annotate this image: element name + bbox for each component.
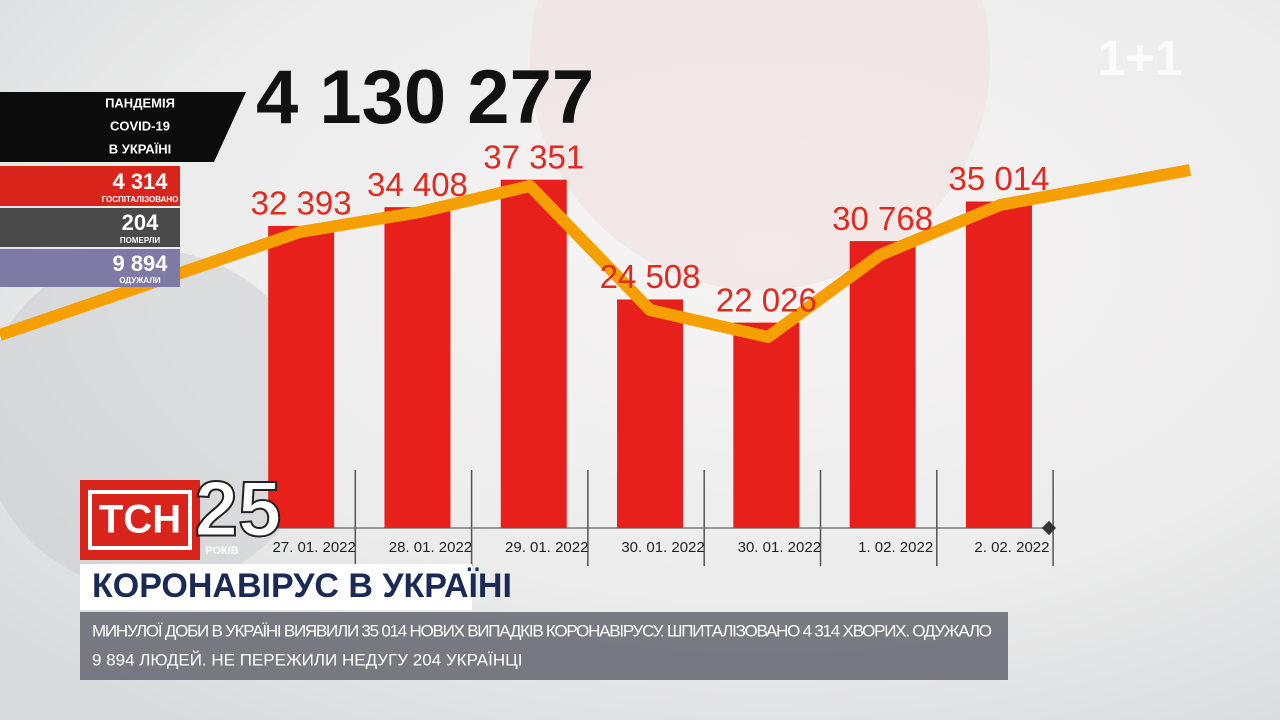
bars <box>250 179 1054 566</box>
value-label: 37 351 <box>483 138 584 175</box>
bar <box>617 299 684 528</box>
virus-shape <box>530 0 990 290</box>
bar <box>384 207 451 529</box>
x-tick-label: 30. 01. 2022 <box>621 539 704 556</box>
panel-title: В УКРАЇНІ <box>109 141 172 156</box>
value-label: 34 408 <box>367 166 468 203</box>
bar <box>965 201 1032 528</box>
axis-end-marker <box>1041 520 1057 536</box>
x-tick-label: 27. 01. 2022 <box>272 539 355 556</box>
recovered-box <box>0 249 180 287</box>
x-tick-label: 2. 02. 2022 <box>974 539 1049 556</box>
show-logo-anniversary: 25 <box>195 465 282 553</box>
x-tick-label: 28. 01. 2022 <box>389 539 472 556</box>
show-logo-frame <box>88 490 192 550</box>
recovered-label: ОДУЖАЛИ <box>119 276 161 285</box>
panel-title: COVID-19 <box>110 118 170 133</box>
trend-line <box>0 164 1192 343</box>
virus-shape <box>0 250 320 590</box>
value-label: 24 508 <box>600 258 701 295</box>
value-label: 35 014 <box>948 160 1049 197</box>
bar <box>268 225 335 528</box>
x-tick-label: 1. 02. 2022 <box>858 539 933 556</box>
deaths-box <box>0 208 180 247</box>
recovered-value: 9 894 <box>112 251 168 276</box>
value-label: 32 393 <box>251 185 352 222</box>
panel-title: ПАНДЕМІЯ <box>105 95 175 110</box>
headline: КОРОНАВІРУС В УКРАЇНІ <box>92 567 512 605</box>
ticker-line: МИНУЛОЇ ДОБИ В УКРАЇНІ ВИЯВИЛИ 35 014 НО… <box>92 621 992 640</box>
bar <box>849 241 916 529</box>
value-label: 22 026 <box>716 281 817 318</box>
x-tick-label: 30. 01. 2022 <box>738 539 821 556</box>
value-label: 30 768 <box>832 200 933 237</box>
x-tick-label: 29. 01. 2022 <box>505 539 588 556</box>
show-logo-name: ТСН <box>99 498 181 542</box>
ticker-box <box>80 612 1008 680</box>
panel-title-box <box>0 92 246 162</box>
show-logo-anniversary-label: РОКІВ <box>205 545 239 557</box>
labels: 32 393 27. 01. 2022 34 408 28. 01. 2022 37 3… <box>251 138 1057 556</box>
ticker-line: 9 894 ЛЮДЕЙ. НЕ ПЕРЕЖИЛИ НЕДУГУ 204 УКРА… <box>92 650 522 669</box>
deaths-label: ПОМЕРЛИ <box>120 236 160 245</box>
bar <box>733 322 800 528</box>
hospitalized-value: 4 314 <box>112 169 168 194</box>
hospitalized-box <box>0 166 180 206</box>
headline-box <box>80 564 472 610</box>
channel-logo: 1+1 <box>1098 30 1183 86</box>
deaths-value: 204 <box>122 210 159 235</box>
total-cases: 4 130 277 <box>256 55 594 140</box>
hospitalized-label: ГОСПІТАЛІЗОВАНО <box>102 195 179 204</box>
bar <box>500 179 567 529</box>
